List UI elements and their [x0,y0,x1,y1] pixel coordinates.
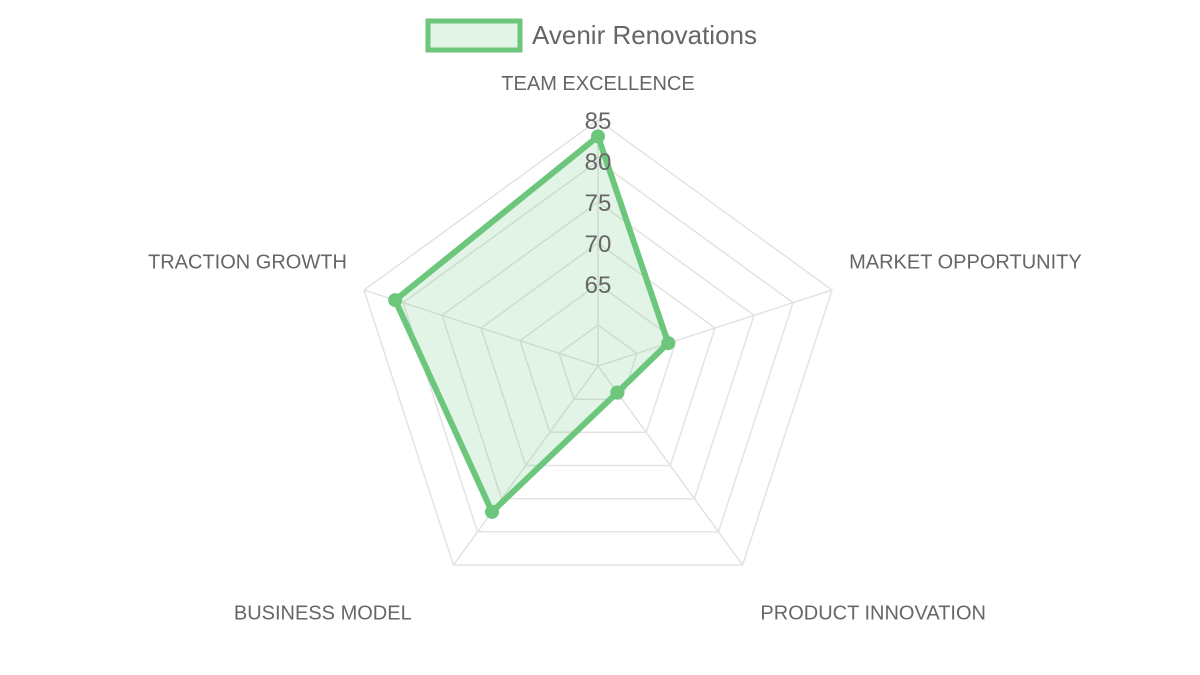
data-point[interactable] [591,129,605,144]
grid-ring [402,160,794,533]
data-point[interactable] [388,293,403,308]
axis-label: TRACTION GROWTH [148,251,347,273]
grid-spoke [597,289,833,367]
grid-spoke [452,365,599,566]
series-area [391,131,672,517]
tick-label: 65 [585,272,612,299]
axis-label: MARKET OPPORTUNITY [849,251,1082,273]
tick-label: 75 [585,190,612,217]
axis-label: BUSINESS MODEL [234,603,412,625]
tick-label: 85 [585,108,612,135]
grid-ring [480,242,716,467]
data-point[interactable] [610,385,625,400]
tick-label: 70 [585,231,612,258]
legend-swatch[interactable] [425,18,523,53]
grid-ring [441,201,755,500]
chart-legend[interactable]: Avenir Renovations [425,18,757,53]
grid-spoke [597,365,744,566]
data-point[interactable] [661,336,676,351]
radar-spokes [363,120,833,566]
radar-ticks: 65 70 75 80 85 [585,108,612,299]
legend-label[interactable]: Avenir Renovations [532,20,757,50]
grid-ring [558,324,638,400]
tick-label: 80 [585,149,612,176]
grid-ring [363,119,833,566]
radar-axis-labels: TEAM EXCELLENCE MARKET OPPORTUNITY PRODUCT… [148,73,1082,625]
axis-label: TEAM EXCELLENCE [501,73,694,95]
grid-spoke [363,289,599,367]
data-point[interactable] [485,504,499,519]
axis-label: PRODUCT INNOVATION [760,603,986,625]
radar-series [388,129,676,519]
